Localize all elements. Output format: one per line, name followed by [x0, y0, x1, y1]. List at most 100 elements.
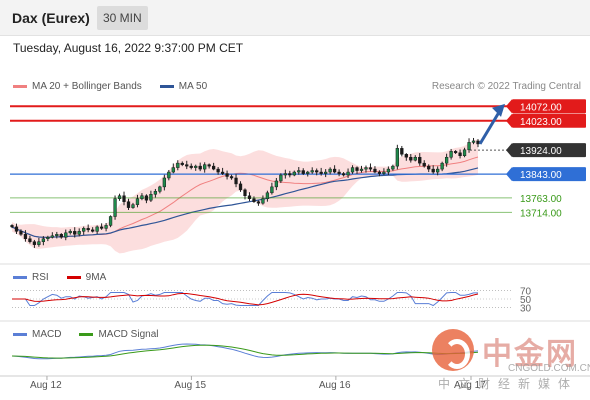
candle — [346, 168, 350, 178]
candle — [382, 168, 386, 176]
candle-body — [194, 165, 198, 168]
candle — [350, 165, 355, 174]
candle — [135, 194, 140, 208]
chart-timestamp: Tuesday, August 16, 2022 9:37:00 PM CET — [13, 41, 244, 55]
candle-body — [341, 173, 346, 176]
candle — [449, 148, 453, 160]
level-tag-pointer-14023-00 — [506, 113, 512, 128]
candle — [427, 164, 431, 173]
candle-body — [10, 225, 14, 228]
candle-body — [153, 191, 158, 195]
legend-macd-signal: MACD Signal — [79, 329, 158, 340]
candle — [220, 167, 225, 176]
watermark-sub: 中文财经新媒体 — [438, 377, 579, 391]
candle — [467, 138, 471, 153]
candle-body — [104, 225, 108, 229]
level-tag-14023-00 — [512, 113, 586, 128]
candle — [328, 167, 332, 175]
candle — [28, 235, 32, 244]
candle-body — [355, 167, 359, 171]
candle-body — [458, 152, 462, 157]
level-tag-13843-00 — [512, 167, 586, 182]
candle-body — [149, 194, 153, 201]
rsi-level-label-50: 50 — [520, 295, 532, 306]
candle-body — [386, 168, 391, 173]
candle-body — [28, 238, 32, 242]
x-tick-label: Aug 15 — [174, 380, 206, 391]
candle — [265, 190, 270, 202]
candle-body — [64, 232, 68, 238]
macd-line — [11, 343, 479, 360]
x-tick-label: Aug 17 — [454, 380, 486, 391]
candle-body — [82, 228, 86, 232]
timeframe-button[interactable]: 30 MIN — [97, 6, 148, 30]
candle — [458, 149, 462, 159]
candle — [400, 145, 404, 157]
watermark-cn: 中金网 — [482, 338, 578, 371]
candle — [126, 198, 131, 210]
level-tag-pointer-14072-00 — [506, 99, 512, 114]
legend-rsi-ma: 9MA — [66, 272, 106, 283]
candle-body — [337, 171, 341, 174]
candle-body — [418, 156, 422, 164]
cngold-watermark: 中金网 CNGOLD.COM.CN 中文财经新媒体 — [432, 327, 590, 397]
legend-macd-signal-label: MACD Signal — [98, 329, 159, 340]
candle-body — [292, 171, 296, 176]
cngold-logo-icon — [432, 329, 474, 371]
candle-body — [467, 142, 471, 151]
candle — [270, 182, 274, 195]
candle-body — [32, 241, 37, 245]
candle — [283, 169, 287, 179]
candle-body — [319, 171, 323, 174]
candle — [37, 237, 41, 247]
candle — [243, 188, 247, 200]
candle-body — [395, 148, 399, 167]
candle-body — [346, 171, 350, 176]
candle — [131, 202, 135, 209]
candle — [144, 194, 149, 204]
candle — [117, 193, 122, 201]
candle-body — [261, 198, 265, 204]
candle-body — [328, 168, 332, 173]
candle — [77, 228, 81, 237]
candle-body — [391, 165, 395, 170]
level-tag-pointer-13843-00 — [506, 167, 512, 182]
candle — [194, 164, 198, 171]
candle — [301, 168, 305, 176]
candle-body — [449, 151, 453, 158]
candle-body — [247, 195, 252, 199]
x-tick-label: Aug 12 — [30, 380, 62, 391]
candle-body — [211, 165, 216, 170]
macd-legend: MACD MACD Signal — [13, 329, 176, 340]
candle — [279, 173, 283, 184]
candle — [238, 181, 243, 192]
level-label-13714-00: 13714.00 — [520, 208, 562, 219]
candle — [373, 166, 377, 174]
legend-macd: MACD — [13, 329, 61, 340]
candle-body — [404, 154, 408, 158]
candle — [462, 147, 467, 158]
candle-body — [144, 195, 149, 201]
candle-body — [444, 156, 449, 164]
candle — [436, 166, 440, 176]
level-label-14072-00: 14072.00 — [520, 102, 562, 113]
candle — [108, 215, 113, 228]
main-legend: MA 20 + Bollinger Bands MA 50 — [13, 81, 225, 92]
legend-macd-label: MACD — [32, 329, 62, 340]
forecast-arrow — [478, 108, 503, 145]
candle-body — [117, 195, 122, 199]
candle — [409, 153, 413, 163]
level-tag-14072-00 — [512, 99, 586, 114]
candle-body — [122, 195, 126, 202]
watermark-site: CNGOLD.COM.CN — [508, 363, 590, 374]
level-tag-13924-00 — [512, 143, 586, 158]
candle — [50, 232, 54, 239]
candle — [306, 170, 310, 177]
candle-body — [453, 151, 458, 154]
candle — [297, 167, 301, 175]
candle — [315, 168, 319, 176]
candle — [431, 165, 435, 174]
candle — [203, 162, 207, 173]
legend-ma50: MA 50 — [159, 81, 207, 92]
